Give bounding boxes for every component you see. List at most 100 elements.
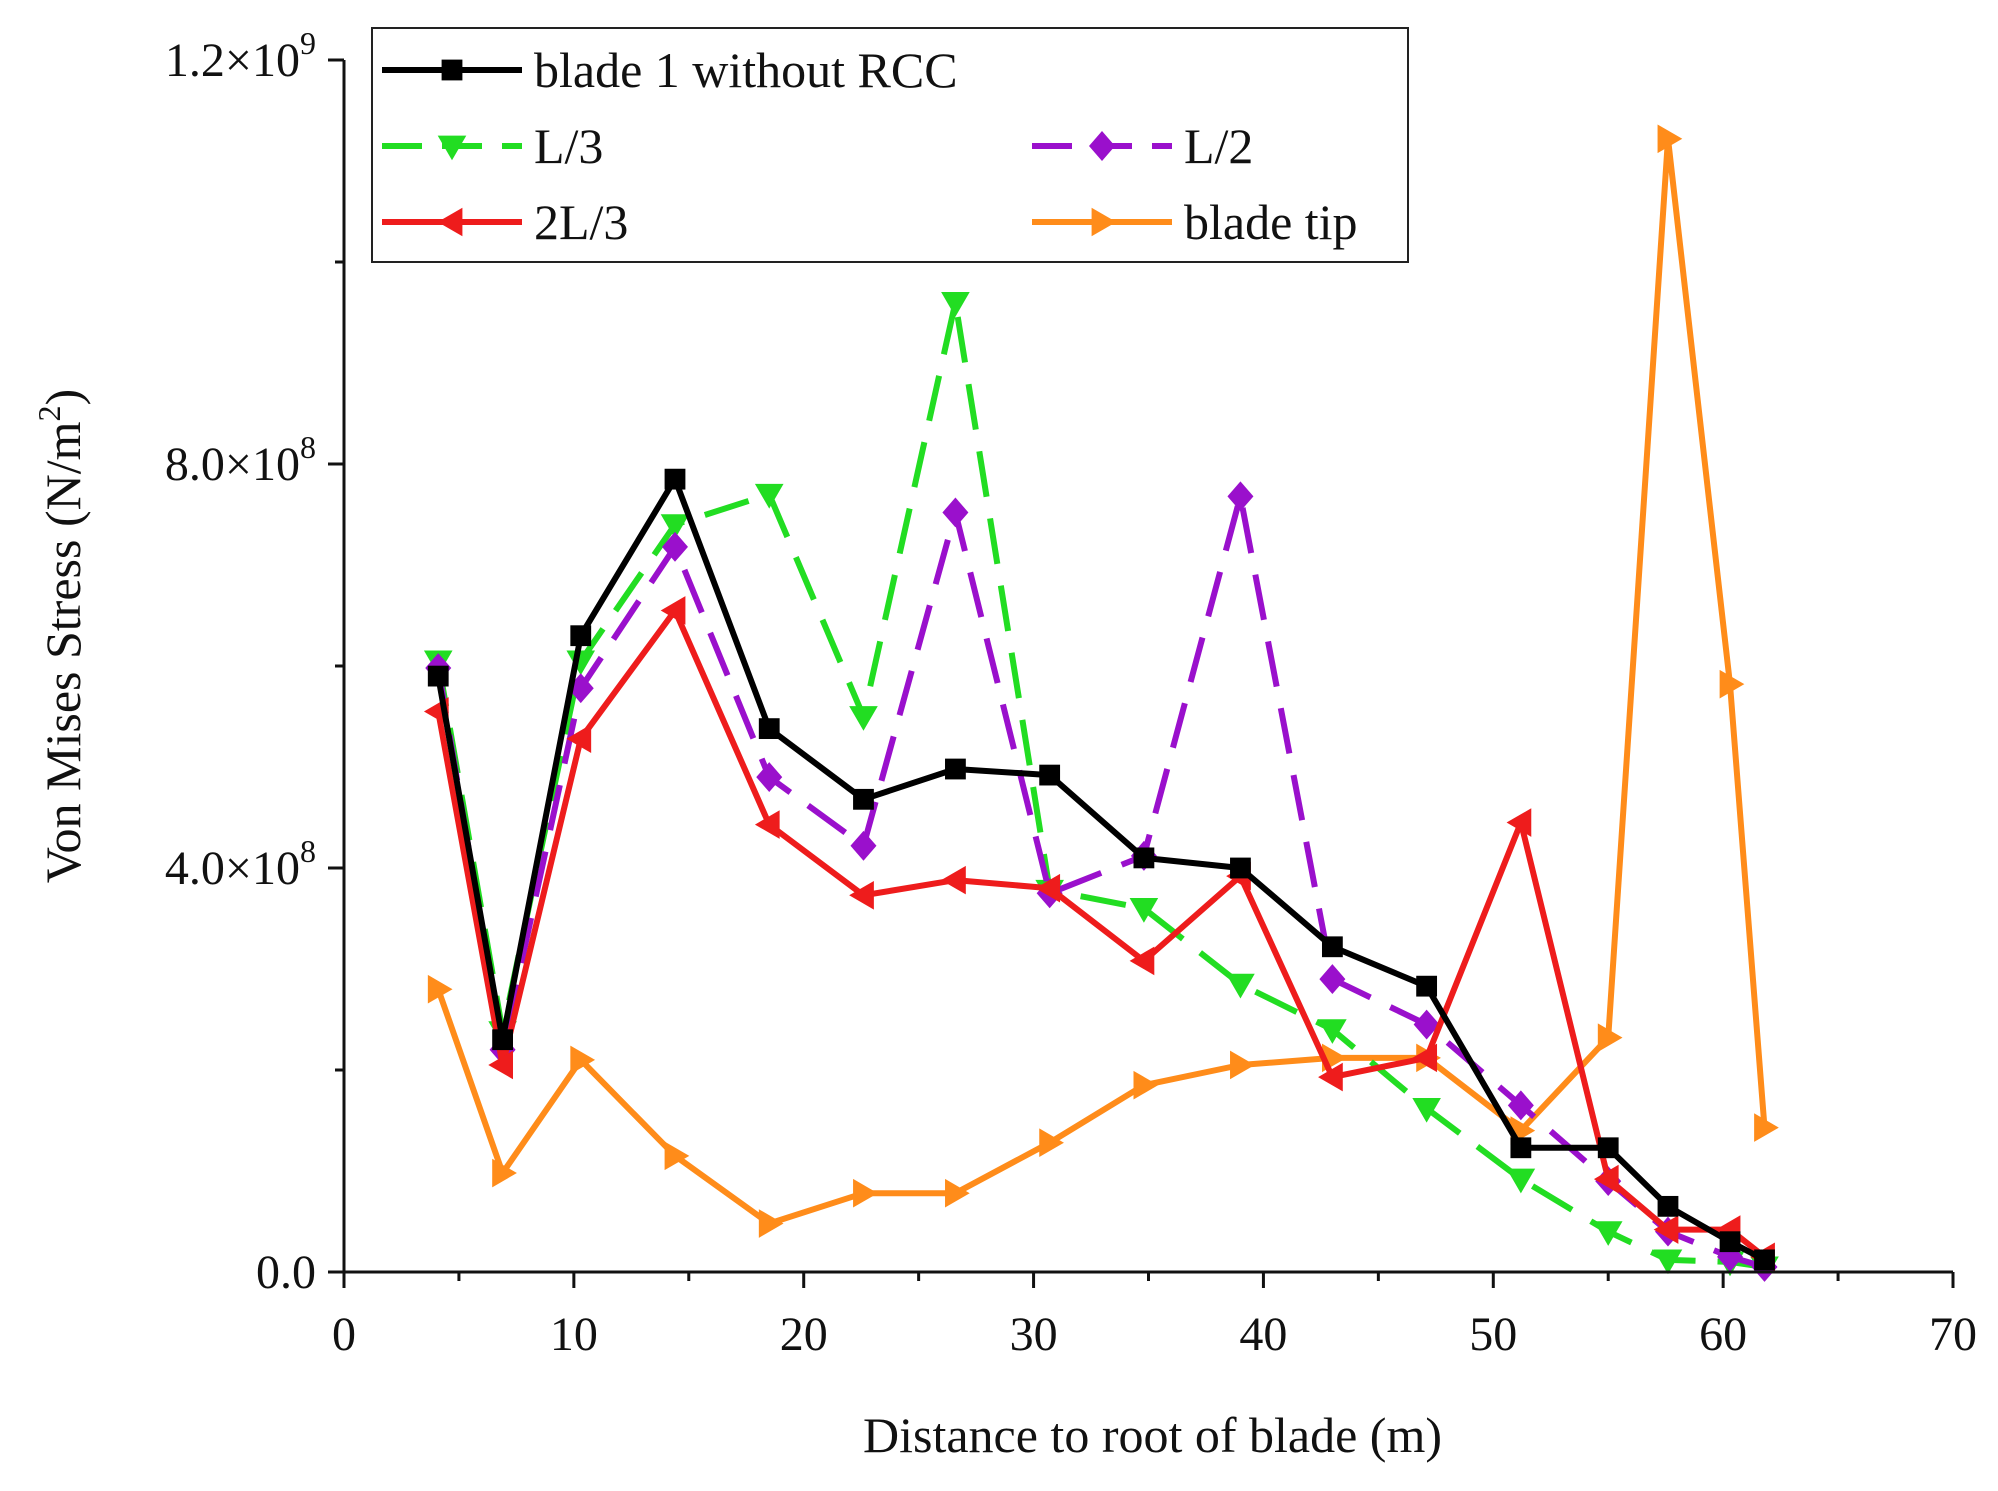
- legend-item-l-3: L/3: [382, 118, 603, 174]
- data-point-l-3: [566, 650, 596, 676]
- data-point-l-3: [1653, 1249, 1683, 1275]
- axes: 0 10 20 30 40 50 60 70 0.0 4.0×108 8.0×108 1.2×109 D…: [31, 25, 1977, 1463]
- data-point-2l-3: [1506, 808, 1532, 837]
- y-tick-label: 8.0×108: [165, 429, 316, 491]
- series-line-l-3: [435, 299, 1765, 1270]
- data-point-blade-1-without-rcc: [758, 718, 780, 740]
- data-point-l-2: [661, 531, 688, 562]
- data-point-2l-3: [754, 810, 780, 839]
- plot-area: [423, 124, 1779, 1282]
- data-point-l-3: [1593, 1221, 1623, 1246]
- x-tick-label: 50: [1469, 1308, 1517, 1361]
- legend-item-2l-3: 2L/3: [382, 194, 628, 250]
- data-point-2l-3: [1129, 946, 1155, 976]
- data-point-l-3: [1412, 1097, 1441, 1123]
- data-point-2l-3: [1035, 873, 1061, 903]
- data-point-blade-tip: [1039, 1128, 1064, 1158]
- series-l-3: [423, 292, 1779, 1282]
- data-point-blade-tip: [427, 974, 453, 1004]
- series-blade-1-without-rcc: [427, 468, 1775, 1271]
- data-point-blade-tip: [1597, 1023, 1623, 1052]
- data-point-blade-tip: [1133, 1070, 1159, 1100]
- legend-marker-blade-tip: [1091, 207, 1117, 237]
- x-tick-label: 10: [550, 1308, 598, 1361]
- x-tick-label: 0: [332, 1308, 356, 1361]
- legend: blade 1 without RCC L/3 L/2 2L/3 blade tip: [371, 27, 1409, 263]
- data-point-blade-tip: [1754, 1113, 1779, 1142]
- legend-label-l-2: L/2: [1184, 118, 1253, 174]
- x-tick-label: 40: [1239, 1308, 1287, 1361]
- legend-label-blade-tip: blade tip: [1184, 194, 1358, 250]
- data-point-2l-3: [1412, 1043, 1438, 1073]
- data-point-2l-3: [1653, 1215, 1679, 1244]
- data-point-2l-3: [1593, 1164, 1619, 1194]
- legend-box: [371, 27, 1409, 263]
- data-point-blade-1-without-rcc: [427, 665, 449, 687]
- data-point-blade-1-without-rcc: [570, 625, 592, 647]
- x-tick-label: 70: [1929, 1308, 1977, 1361]
- data-point-blade-tip: [570, 1045, 596, 1075]
- data-point-l-2: [1227, 481, 1254, 512]
- data-point-l-3: [849, 706, 878, 731]
- series-line-2l-3: [435, 607, 1767, 1260]
- data-point-blade-1-without-rcc: [1416, 975, 1438, 997]
- legend-item-blade-tip: blade tip: [1032, 194, 1358, 250]
- data-point-blade-tip: [664, 1141, 690, 1171]
- data-point-2l-3: [941, 865, 966, 895]
- legend-marker-2l-3: [437, 207, 463, 237]
- series-2l-3: [423, 596, 1775, 1272]
- data-point-blade-tip: [1230, 1050, 1255, 1080]
- data-point-blade-1-without-rcc: [1754, 1249, 1775, 1271]
- legend-marker-l-2: [1089, 131, 1115, 161]
- data-point-l-3: [941, 292, 970, 317]
- data-point-blade-1-without-rcc: [1039, 764, 1061, 786]
- legend-label-blade-1-without-rcc: blade 1 without RCC: [534, 42, 958, 98]
- legend-label-2l-3: 2L/3: [534, 194, 628, 250]
- data-point-l-3: [1226, 973, 1255, 999]
- x-tick-label: 30: [1010, 1308, 1058, 1361]
- data-point-l-3: [660, 514, 690, 539]
- data-point-l-2: [1507, 1090, 1534, 1121]
- legend-marker-l-3: [437, 135, 467, 161]
- series-blade-tip: [427, 124, 1779, 1238]
- data-point-blade-1-without-rcc: [1133, 847, 1155, 869]
- data-point-blade-1-without-rcc: [945, 758, 966, 780]
- y-tick-label: 1.2×109: [165, 25, 316, 87]
- x-tick-label: 60: [1699, 1308, 1747, 1361]
- data-point-blade-1-without-rcc: [492, 1029, 514, 1051]
- data-point-blade-tip: [853, 1178, 878, 1208]
- data-point-blade-tip: [492, 1158, 517, 1188]
- data-point-blade-tip: [945, 1178, 970, 1208]
- data-point-blade-tip: [1657, 124, 1683, 154]
- data-point-l-2: [850, 830, 877, 861]
- data-point-blade-1-without-rcc: [1719, 1231, 1741, 1253]
- data-point-blade-tip: [1719, 669, 1745, 699]
- data-point-l-3: [1129, 898, 1159, 923]
- data-point-blade-tip: [758, 1209, 784, 1238]
- data-point-l-3: [1506, 1168, 1536, 1194]
- data-point-blade-1-without-rcc: [664, 468, 686, 490]
- legend-label-l-3: L/3: [534, 118, 603, 174]
- data-point-l-2: [942, 497, 969, 528]
- y-tick-label: 0.0: [256, 1246, 316, 1299]
- x-axis-title: Distance to root of blade (m): [863, 1407, 1442, 1463]
- data-point-blade-1-without-rcc: [1230, 857, 1251, 879]
- data-point-blade-1-without-rcc: [1657, 1195, 1679, 1217]
- data-point-l-2: [756, 762, 783, 793]
- y-axis-title: Von Mises Stress (N/m2): [31, 389, 91, 883]
- data-point-l-2: [1319, 964, 1346, 995]
- data-point-2l-3: [566, 724, 592, 754]
- data-point-blade-1-without-rcc: [853, 788, 874, 810]
- legend-item-blade-1-without-rcc: blade 1 without RCC: [382, 42, 958, 98]
- data-point-2l-3: [660, 596, 686, 625]
- data-point-2l-3: [1318, 1062, 1343, 1092]
- data-point-blade-1-without-rcc: [1321, 936, 1343, 958]
- x-tick-label: 20: [780, 1308, 828, 1361]
- data-point-l-2: [1413, 1009, 1440, 1040]
- series-line-blade-tip: [435, 135, 1768, 1227]
- legend-item-l-2: L/2: [1032, 118, 1253, 174]
- series-line-l-2: [435, 493, 1766, 1270]
- data-point-l-3: [1318, 1019, 1347, 1044]
- data-point-2l-3: [488, 1050, 514, 1080]
